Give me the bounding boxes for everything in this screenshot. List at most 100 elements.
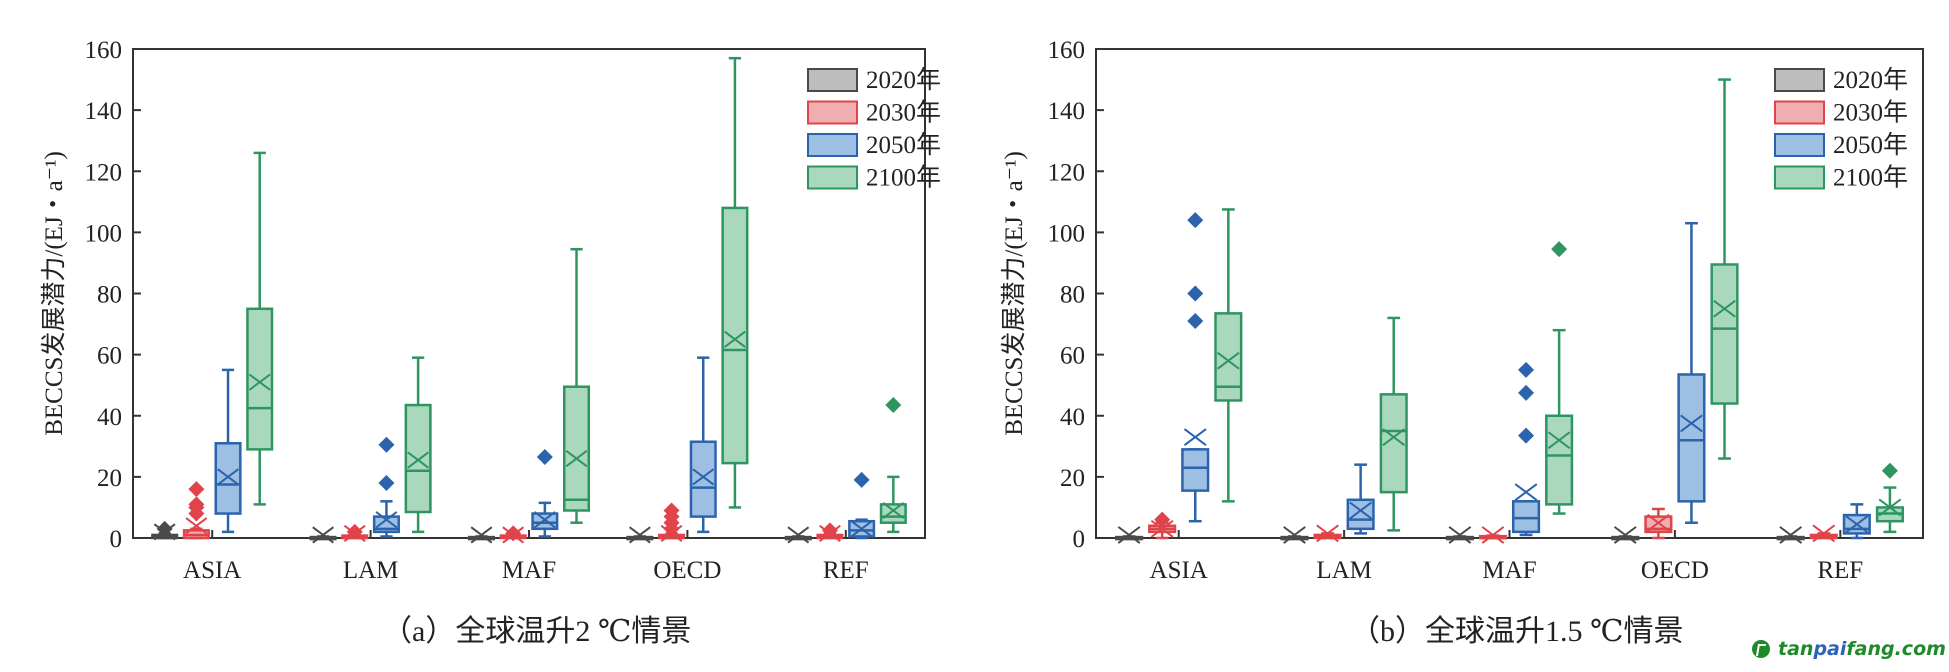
legend-label: 2100年 — [866, 164, 941, 192]
x-category-label: LAM — [1316, 557, 1372, 584]
box-OECD-2020年 — [626, 526, 654, 544]
box-REF-2030年 — [1809, 524, 1838, 543]
outlier-point — [1187, 212, 1204, 229]
mean-marker — [1680, 414, 1703, 433]
box-ASIA-2020年 — [1115, 526, 1144, 544]
outlier-point — [1154, 511, 1171, 528]
mean-marker — [1845, 515, 1869, 534]
legend-label: 2050年 — [866, 131, 941, 159]
y-tick-label: 160 — [85, 37, 123, 64]
y-tick-label: 60 — [97, 343, 122, 370]
outlier-point — [821, 522, 838, 539]
y-tick-label: 0 — [110, 526, 123, 553]
outlier-point — [1187, 285, 1204, 302]
box-REF-2050年 — [1842, 503, 1871, 540]
box-REF-2030年 — [816, 522, 844, 542]
caption-a: （a）全球温升2 ℃情景 — [382, 615, 692, 648]
watermark-part2: pai — [1813, 638, 1847, 660]
box-OECD-2030年 — [1644, 507, 1673, 540]
legend-label: 2020年 — [1833, 66, 1908, 94]
mean-marker — [692, 468, 715, 486]
outlier-point — [1518, 361, 1535, 378]
box-iqr — [721, 206, 749, 465]
box-iqr — [1181, 448, 1210, 492]
box-MAF-2050年 — [531, 449, 559, 538]
y-tick-label: 40 — [1060, 404, 1085, 431]
mean-marker — [1646, 513, 1670, 532]
x-category-label: REF — [823, 557, 869, 584]
box-iqr — [689, 440, 717, 518]
mean-marker — [407, 451, 430, 469]
mean-marker — [1514, 483, 1538, 502]
box-REF-2020年 — [784, 526, 812, 544]
mean-marker — [1283, 526, 1306, 544]
y-tick-label: 120 — [85, 159, 123, 186]
legend-swatch — [807, 68, 858, 92]
y-tick-label: 160 — [1048, 37, 1086, 64]
outlier-point — [346, 523, 363, 540]
box-OECD-2100年 — [721, 56, 749, 509]
box-MAF-2100年 — [1545, 241, 1574, 515]
mean-marker — [1779, 526, 1803, 544]
legend-label: 2020年 — [866, 66, 941, 94]
mean-marker — [1812, 524, 1836, 543]
x-category-label: REF — [1817, 557, 1863, 584]
box-ASIA-2030年 — [1148, 511, 1177, 540]
mean-marker — [850, 520, 873, 538]
x-category-label: OECD — [653, 557, 721, 584]
box-LAM-2030年 — [1313, 524, 1342, 543]
box-iqr — [1677, 373, 1706, 503]
box-OECD-2100年 — [1710, 78, 1739, 460]
y-tick-label: 140 — [85, 98, 123, 125]
outlier-point — [188, 481, 205, 498]
legend-swatch — [1774, 68, 1825, 92]
y-tick-label: 80 — [1060, 282, 1085, 309]
y-tick-label: 140 — [1048, 98, 1086, 125]
box-MAF-2100年 — [562, 247, 591, 524]
legend-label: 2030年 — [866, 99, 941, 127]
x-category-label: LAM — [343, 557, 399, 584]
box-MAF-2030年 — [499, 525, 527, 544]
box-iqr — [1511, 500, 1541, 534]
y-tick-label: 0 — [1073, 526, 1086, 553]
legend-swatch — [1774, 165, 1825, 190]
x-category-label: MAF — [502, 557, 556, 584]
outlier-point — [885, 397, 902, 414]
mean-marker — [1117, 526, 1141, 544]
box-OECD-2050年 — [1677, 221, 1706, 524]
box-LAM-2050年 — [372, 436, 400, 538]
box-LAM-2100年 — [404, 356, 432, 534]
box-MAF-2050年 — [1511, 361, 1541, 537]
legend-swatch — [807, 133, 858, 157]
box-OECD-2020年 — [1611, 526, 1640, 544]
x-category-label: MAF — [1482, 557, 1536, 584]
box-OECD-2030年 — [658, 502, 686, 542]
box-iqr — [562, 385, 591, 512]
x-category-label: ASIA — [183, 557, 241, 584]
mean-marker — [565, 450, 588, 468]
watermark-part3: fang.com — [1846, 638, 1946, 660]
outlier-point — [378, 474, 395, 491]
box-MAF-2030年 — [1478, 526, 1508, 544]
mean-marker — [787, 526, 810, 544]
box-LAM-2030年 — [341, 523, 369, 542]
outlier-point — [536, 449, 553, 466]
mean-marker — [1448, 526, 1472, 544]
box-iqr — [214, 442, 242, 515]
watermark-logo-icon — [1752, 640, 1770, 658]
outlier-point — [1518, 427, 1535, 444]
y-tick-label: 80 — [97, 282, 122, 309]
box-iqr — [1545, 414, 1574, 506]
mean-marker — [1316, 524, 1339, 543]
mean-marker — [185, 517, 208, 535]
legend-swatch — [1774, 100, 1825, 125]
mean-marker — [470, 526, 493, 544]
outlier-point — [663, 502, 680, 519]
y-tick-label: 120 — [1048, 159, 1086, 186]
box-iqr — [1710, 263, 1739, 405]
mean-marker — [724, 330, 746, 348]
outlier-point — [1551, 241, 1568, 258]
mean-marker — [1878, 498, 1902, 517]
legend-swatch — [807, 165, 858, 190]
